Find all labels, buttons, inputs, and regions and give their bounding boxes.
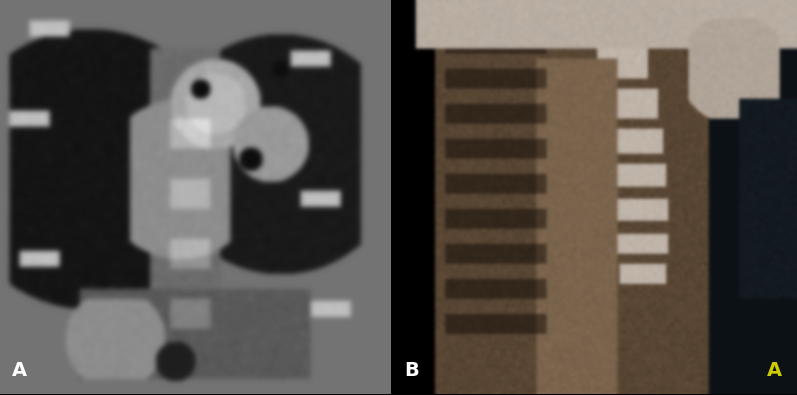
Text: A: A (767, 361, 782, 380)
Text: B: B (405, 361, 419, 380)
Text: A: A (12, 361, 27, 380)
